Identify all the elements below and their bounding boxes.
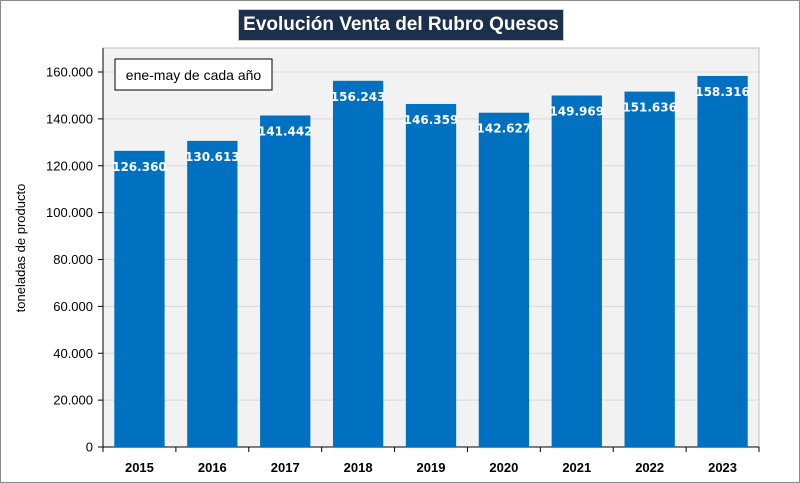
data-label: 149.969 [549,105,604,119]
annotation-text: ene-may de cada año [126,67,262,83]
data-label: 156.243 [331,90,386,104]
x-tick-label: 2020 [489,460,518,475]
bar [405,103,457,447]
chart-title: Evolución Venta del Rubro Quesos [238,9,564,41]
y-tick-label: 120.000 [46,158,93,173]
bar [187,140,238,447]
data-label: 130.613 [185,150,240,164]
data-label: 141.442 [258,124,313,138]
y-tick-label: 100.000 [46,205,93,220]
y-tick-label: 160.000 [46,65,93,80]
y-tick-label: 140.000 [46,111,93,126]
data-label: 146.359 [404,113,459,127]
bar [332,80,384,447]
x-tick-label: 2015 [125,460,154,475]
bar [551,95,602,447]
data-label: 151.636 [622,101,677,115]
data-label: 158.316 [695,85,750,99]
y-tick-label: 80.000 [53,252,93,267]
bar [624,91,675,448]
y-axis-label: toneladas de producto [13,184,28,313]
y-tick-label: 40.000 [53,346,93,361]
annotation-box [114,58,273,91]
data-label: 126.360 [112,160,167,174]
x-tick-label: 2016 [198,460,227,475]
bar [260,115,311,448]
x-tick-label: 2021 [562,460,591,475]
x-tick-label: 2017 [271,460,300,475]
x-tick-label: 2023 [708,460,737,475]
x-tick-label: 2022 [635,460,664,475]
y-tick-label: 0 [86,440,93,455]
bar [114,150,165,447]
bar [478,112,530,448]
y-tick-label: 20.000 [53,393,93,408]
bar [697,75,748,448]
data-label: 142.627 [477,122,532,136]
x-tick-label: 2018 [344,460,373,475]
x-tick-label: 2019 [417,460,446,475]
y-tick-label: 60.000 [53,299,93,314]
